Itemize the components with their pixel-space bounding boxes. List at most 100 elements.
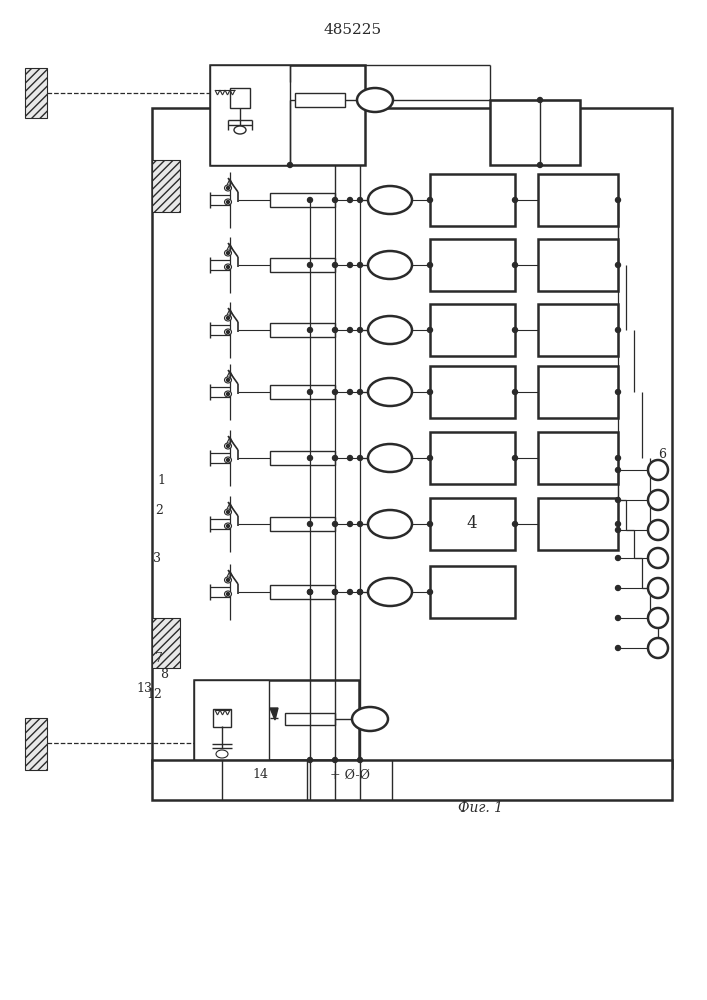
Circle shape xyxy=(358,198,363,202)
Ellipse shape xyxy=(225,591,231,597)
Ellipse shape xyxy=(216,750,228,758)
Circle shape xyxy=(428,198,433,202)
Circle shape xyxy=(616,468,621,473)
Circle shape xyxy=(332,589,337,594)
Bar xyxy=(430,566,515,618)
Bar xyxy=(230,88,250,108)
Text: 1: 1 xyxy=(157,474,165,487)
Circle shape xyxy=(537,162,542,167)
Ellipse shape xyxy=(225,250,231,256)
Ellipse shape xyxy=(648,520,668,540)
Circle shape xyxy=(226,592,230,595)
Ellipse shape xyxy=(648,548,668,568)
Bar xyxy=(270,323,335,337)
Ellipse shape xyxy=(648,460,668,480)
Ellipse shape xyxy=(368,378,412,406)
Bar xyxy=(152,760,672,800)
Circle shape xyxy=(226,186,230,190)
Circle shape xyxy=(428,328,433,332)
Bar xyxy=(270,385,335,399)
Text: 6: 6 xyxy=(658,448,666,462)
Ellipse shape xyxy=(225,509,231,515)
Text: 14: 14 xyxy=(252,768,268,782)
Circle shape xyxy=(308,262,312,267)
Circle shape xyxy=(348,522,353,526)
Bar xyxy=(430,366,515,418)
Circle shape xyxy=(226,200,230,204)
Circle shape xyxy=(226,378,230,381)
Ellipse shape xyxy=(225,377,231,383)
Circle shape xyxy=(358,589,363,594)
Text: 3: 3 xyxy=(153,552,161,564)
Bar xyxy=(538,174,618,226)
Circle shape xyxy=(513,262,518,267)
Circle shape xyxy=(308,758,312,762)
Bar xyxy=(295,93,345,107)
Circle shape xyxy=(428,389,433,394)
Circle shape xyxy=(332,522,337,526)
Bar xyxy=(430,498,515,550)
Text: 4: 4 xyxy=(467,516,477,532)
Circle shape xyxy=(428,522,433,526)
Ellipse shape xyxy=(368,186,412,214)
Circle shape xyxy=(226,444,230,448)
Circle shape xyxy=(537,98,542,103)
Ellipse shape xyxy=(368,510,412,538)
Ellipse shape xyxy=(368,578,412,606)
Circle shape xyxy=(332,262,337,267)
Circle shape xyxy=(513,522,518,526)
Circle shape xyxy=(226,458,230,462)
Ellipse shape xyxy=(225,391,231,397)
Circle shape xyxy=(226,510,230,514)
Bar xyxy=(430,174,515,226)
Circle shape xyxy=(288,162,293,167)
Text: + Ø-Ø: + Ø-Ø xyxy=(330,768,370,782)
Circle shape xyxy=(358,262,363,267)
Circle shape xyxy=(238,128,242,131)
Circle shape xyxy=(616,646,621,650)
Ellipse shape xyxy=(648,608,668,628)
Ellipse shape xyxy=(234,126,246,134)
Circle shape xyxy=(332,456,337,460)
Circle shape xyxy=(226,578,230,582)
Bar xyxy=(430,239,515,291)
Circle shape xyxy=(428,456,433,460)
Circle shape xyxy=(513,328,518,332)
Bar xyxy=(270,193,335,207)
Circle shape xyxy=(332,389,337,394)
Circle shape xyxy=(308,328,312,332)
Bar xyxy=(270,258,335,272)
Circle shape xyxy=(428,589,433,594)
Circle shape xyxy=(348,198,353,202)
Circle shape xyxy=(513,198,518,202)
Bar xyxy=(538,239,618,291)
Circle shape xyxy=(226,251,230,254)
Ellipse shape xyxy=(352,707,388,731)
Bar xyxy=(538,432,618,484)
Ellipse shape xyxy=(368,316,412,344)
Circle shape xyxy=(348,262,353,267)
Bar xyxy=(194,680,269,760)
Circle shape xyxy=(348,589,353,594)
Circle shape xyxy=(358,522,363,526)
Text: 12: 12 xyxy=(146,688,162,702)
Bar xyxy=(270,585,335,599)
Circle shape xyxy=(308,389,312,394)
Bar xyxy=(194,680,359,760)
Ellipse shape xyxy=(368,251,412,279)
Bar xyxy=(285,713,335,725)
Text: 13: 13 xyxy=(136,682,152,694)
Circle shape xyxy=(308,522,312,526)
Circle shape xyxy=(308,456,312,460)
Circle shape xyxy=(358,389,363,394)
Ellipse shape xyxy=(225,457,231,463)
Circle shape xyxy=(348,389,353,394)
Bar xyxy=(210,65,290,165)
Ellipse shape xyxy=(368,444,412,472)
Circle shape xyxy=(358,456,363,460)
Bar xyxy=(538,366,618,418)
Circle shape xyxy=(332,198,337,202)
Circle shape xyxy=(428,262,433,267)
Text: Фиг. 1: Фиг. 1 xyxy=(457,801,503,815)
Bar xyxy=(152,108,672,768)
